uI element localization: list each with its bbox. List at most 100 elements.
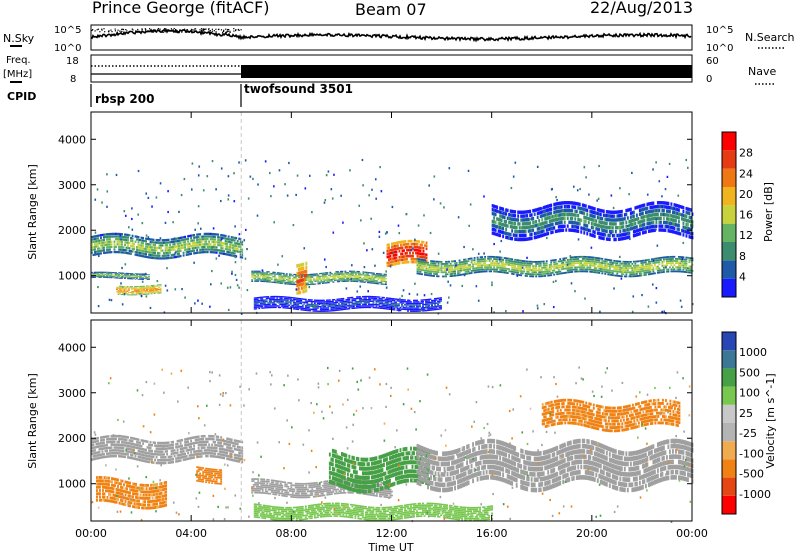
cell bbox=[524, 225, 527, 230]
cell bbox=[487, 268, 490, 271]
cell bbox=[311, 275, 314, 277]
cell bbox=[538, 207, 541, 211]
cell bbox=[644, 226, 647, 230]
cell bbox=[545, 208, 548, 213]
cell bbox=[454, 262, 456, 265]
cell bbox=[354, 277, 357, 280]
cell bbox=[572, 268, 575, 271]
cell bbox=[617, 264, 620, 267]
cell bbox=[680, 262, 683, 265]
cell bbox=[372, 272, 375, 274]
cell bbox=[601, 268, 604, 271]
cell bbox=[194, 244, 197, 247]
cell bbox=[554, 229, 557, 234]
cell bbox=[538, 219, 541, 223]
cell bbox=[372, 274, 375, 276]
cell bbox=[505, 227, 508, 232]
cell bbox=[113, 245, 116, 248]
cell bbox=[413, 302, 415, 305]
noise-panel: N.Sky 10^5 10^0 10^5 10^0 N.Search bbox=[3, 24, 795, 54]
cell bbox=[515, 259, 518, 261]
cell bbox=[232, 239, 235, 242]
cell bbox=[334, 301, 337, 304]
cell bbox=[452, 264, 455, 267]
cell bbox=[380, 274, 383, 277]
noise-search-dot bbox=[187, 30, 189, 32]
cell bbox=[351, 273, 354, 275]
cell bbox=[218, 251, 221, 255]
cell bbox=[563, 263, 566, 266]
cell bbox=[154, 254, 157, 257]
noise-search-dot bbox=[183, 29, 185, 31]
cell bbox=[520, 233, 523, 238]
cell bbox=[95, 273, 98, 275]
cell bbox=[155, 254, 158, 257]
cell bbox=[411, 309, 414, 311]
cell bbox=[94, 245, 96, 248]
cell bbox=[661, 212, 664, 217]
cell bbox=[406, 254, 408, 258]
cell bbox=[418, 268, 420, 271]
cell bbox=[533, 267, 536, 270]
cell bbox=[571, 224, 574, 229]
cell bbox=[575, 201, 578, 206]
cell bbox=[112, 274, 114, 276]
cell bbox=[123, 287, 126, 289]
cell bbox=[360, 297, 363, 299]
cell bbox=[101, 241, 104, 244]
cell bbox=[437, 275, 440, 278]
cell bbox=[599, 208, 602, 213]
cell bbox=[674, 223, 677, 227]
cell bbox=[676, 204, 679, 208]
cell bbox=[110, 232, 113, 236]
cell bbox=[331, 310, 334, 312]
cell bbox=[593, 271, 596, 274]
cell bbox=[367, 302, 370, 304]
cell bbox=[332, 277, 335, 279]
cell bbox=[410, 307, 412, 309]
cell bbox=[104, 275, 107, 277]
noise-search-dot bbox=[110, 29, 112, 31]
cpid-strip: CPID rbsp 200 twofsound 3501 bbox=[7, 82, 353, 107]
cell bbox=[110, 277, 113, 279]
cell bbox=[690, 265, 692, 268]
cell bbox=[393, 299, 396, 302]
cell bbox=[553, 202, 556, 207]
cell bbox=[518, 263, 521, 266]
cell bbox=[568, 212, 571, 217]
cell bbox=[153, 288, 156, 290]
noise-search-dot bbox=[225, 28, 227, 30]
cell bbox=[635, 233, 638, 237]
cell bbox=[381, 298, 384, 300]
cell bbox=[554, 202, 557, 206]
cell bbox=[629, 223, 632, 227]
cell bbox=[422, 261, 425, 263]
cell bbox=[445, 265, 447, 267]
cell bbox=[175, 240, 178, 243]
cell bbox=[587, 256, 590, 258]
cell bbox=[490, 255, 493, 258]
cell bbox=[214, 240, 217, 244]
cell bbox=[560, 216, 563, 221]
cell bbox=[163, 241, 166, 244]
cell bbox=[458, 263, 461, 266]
cell bbox=[148, 278, 150, 280]
cell bbox=[333, 303, 336, 305]
cell bbox=[212, 233, 215, 236]
cell bbox=[682, 264, 685, 267]
cell bbox=[416, 304, 418, 306]
cell bbox=[392, 302, 394, 305]
cell bbox=[589, 262, 592, 265]
cell bbox=[500, 222, 503, 226]
cell bbox=[124, 241, 126, 244]
cell bbox=[469, 268, 472, 270]
cell bbox=[688, 269, 691, 272]
cell bbox=[276, 299, 279, 301]
cell bbox=[548, 204, 551, 208]
noise-search-dot bbox=[237, 28, 239, 31]
cell bbox=[187, 240, 190, 243]
cell bbox=[98, 252, 101, 255]
cell bbox=[136, 251, 138, 254]
cell bbox=[581, 260, 584, 262]
cell bbox=[406, 260, 408, 264]
